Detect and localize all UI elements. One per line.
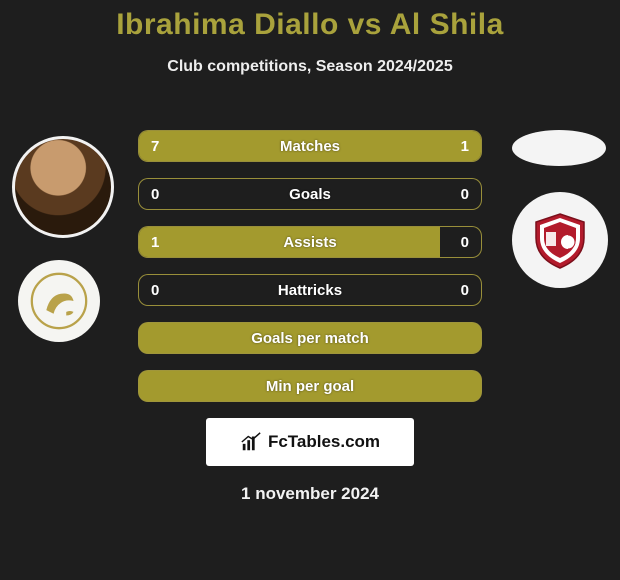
stat-label: Goals per match bbox=[139, 323, 481, 353]
player-photo bbox=[12, 136, 114, 238]
right-club-badge bbox=[512, 192, 608, 288]
stat-bars: 7 Matches 1 0 Goals 0 1 Assists 0 0 Hatt… bbox=[138, 130, 482, 504]
branding-text: FcTables.com bbox=[268, 432, 380, 452]
stat-value-right: 1 bbox=[461, 131, 469, 161]
stat-row-goals: 0 Goals 0 bbox=[138, 178, 482, 210]
branding-badge: FcTables.com bbox=[206, 418, 414, 466]
stat-row-goals-per-match: Goals per match bbox=[138, 322, 482, 354]
stat-row-assists: 1 Assists 0 bbox=[138, 226, 482, 258]
stat-row-hattricks: 0 Hattricks 0 bbox=[138, 274, 482, 306]
stat-label: Min per goal bbox=[139, 371, 481, 401]
stat-row-min-per-goal: Min per goal bbox=[138, 370, 482, 402]
chart-logo-icon bbox=[240, 431, 262, 453]
stat-label: Hattricks bbox=[139, 275, 481, 305]
stat-row-matches: 7 Matches 1 bbox=[138, 130, 482, 162]
right-entity-column bbox=[512, 130, 608, 288]
page-subtitle: Club competitions, Season 2024/2025 bbox=[0, 58, 620, 76]
shield-crest-icon bbox=[528, 208, 592, 272]
title-right: Al Shila bbox=[390, 8, 504, 41]
stat-value-right: 0 bbox=[461, 179, 469, 209]
bird-crest-icon bbox=[30, 272, 88, 330]
stat-label: Assists bbox=[139, 227, 481, 257]
generated-date: 1 november 2024 bbox=[138, 484, 482, 504]
stat-value-right: 0 bbox=[461, 275, 469, 305]
stat-label: Matches bbox=[139, 131, 481, 161]
page-title: Ibrahima Diallo vs Al Shila bbox=[0, 8, 620, 42]
stat-label: Goals bbox=[139, 179, 481, 209]
left-entity-column bbox=[12, 136, 114, 342]
right-oval-placeholder bbox=[512, 130, 606, 166]
left-club-badge bbox=[18, 260, 100, 342]
comparison-card: Ibrahima Diallo vs Al Shila Club competi… bbox=[0, 8, 620, 580]
stat-value-right: 0 bbox=[461, 227, 469, 257]
title-vs: vs bbox=[348, 8, 382, 41]
title-left: Ibrahima Diallo bbox=[116, 8, 339, 41]
